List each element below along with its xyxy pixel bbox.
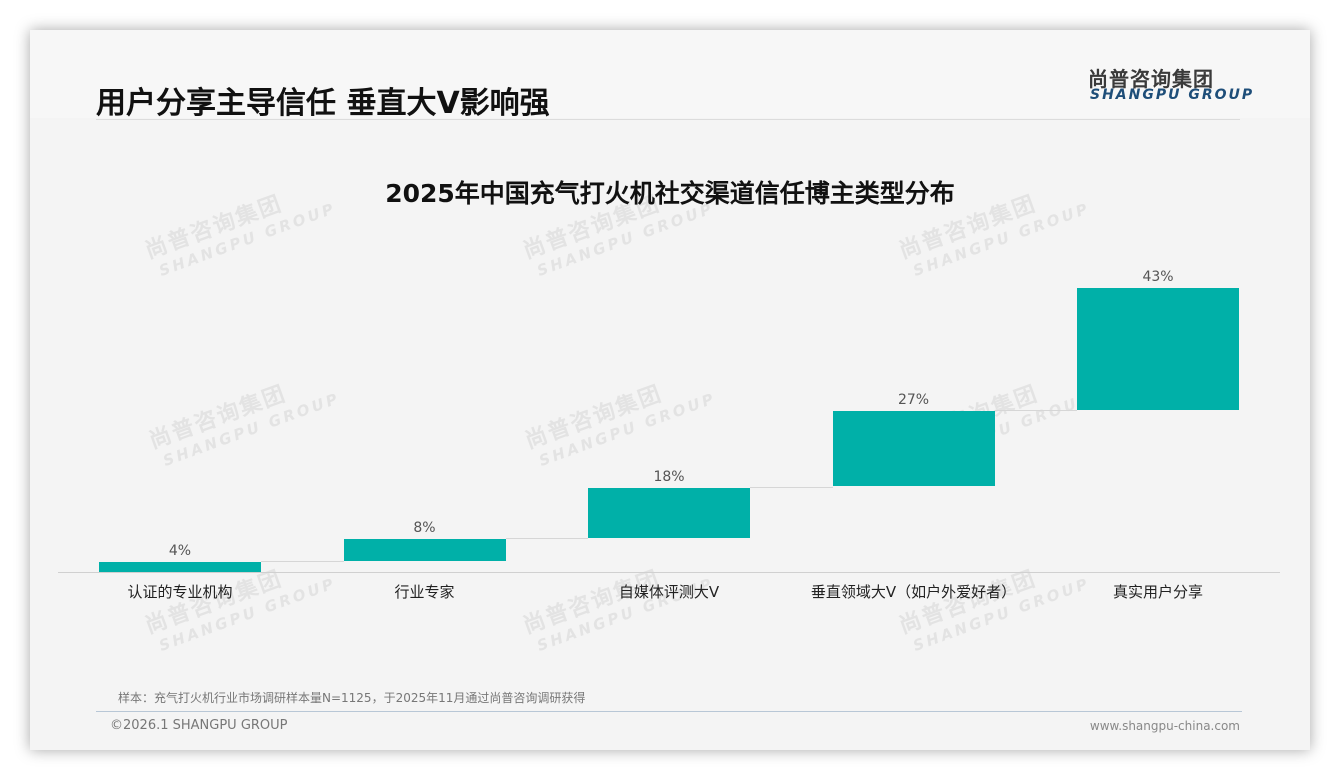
slide: 用户分享主导信任 垂直大V影响强 尚普咨询集团 SHANGPU GROUP 尚普… [30,30,1310,750]
chart-title: 2025年中国充气打火机社交渠道信任博主类型分布 [385,179,955,208]
category-label: 真实用户分享 [1112,583,1203,601]
category-label: 自媒体评测大V [618,583,720,601]
bar-4 [832,410,995,487]
bar-3 [588,487,750,538]
bar-5 [1077,288,1239,410]
header-band [30,30,1310,118]
copyright: ©2026.1 SHANGPU GROUP [110,718,288,733]
category-label: 行业专家 [394,583,455,601]
logo-en: SHANGPU GROUP [1090,87,1255,103]
bar-1 [99,561,261,572]
sample-footnote: 样本：充气打火机行业市场调研样本量N=1125，于2025年11月通过尚普咨询调… [118,691,586,705]
website-link[interactable]: www.shangpu-china.com [1089,719,1240,733]
category-label: 认证的专业机构 [127,583,233,601]
bar-value-label: 8% [413,519,436,536]
bar-value-label: 27% [897,391,930,408]
connector-line [994,409,1077,411]
footer-divider [96,711,1242,712]
category-label: 垂直领域大V（如户外爱好者） [810,583,1017,601]
waterfall-chart: 4% 认证的专业机构 8% 行业专家 18% 自媒体评测大V 27% 垂直领域大V（如户外爱好… [30,30,1310,750]
bar-value-label: 4% [168,542,192,559]
connector-line [261,560,344,562]
x-axis-line [58,572,1280,573]
logo-cn: 尚普咨询集团 [1088,67,1214,91]
bar-value-label: 43% [1142,269,1174,285]
bar-value-label: 18% [653,468,685,485]
connector-line [750,486,833,488]
page-title: 用户分享主导信任 垂直大V影响强 [96,86,550,121]
connector-line [505,537,588,539]
bar-2 [343,538,506,561]
title-divider [96,119,1240,120]
